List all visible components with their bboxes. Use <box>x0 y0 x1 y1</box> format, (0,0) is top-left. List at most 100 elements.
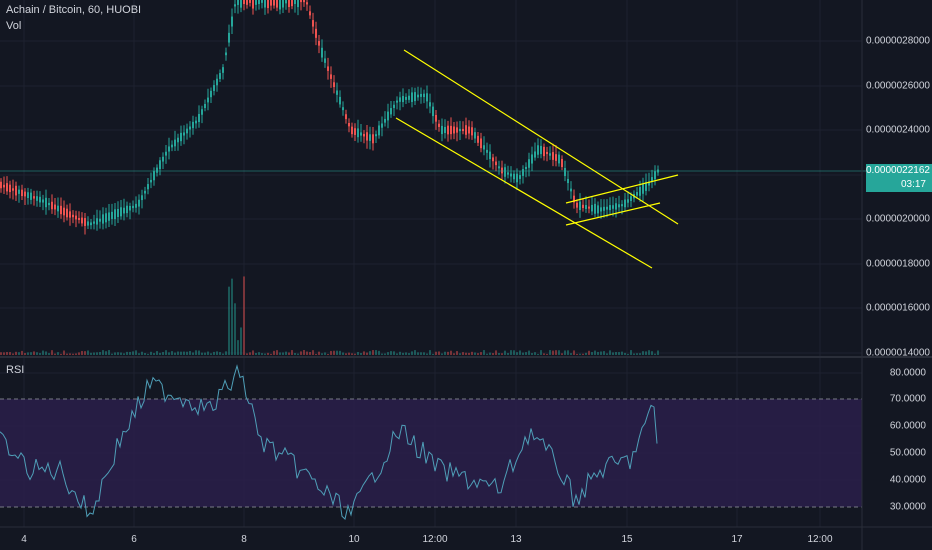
candle-body <box>21 189 23 197</box>
candle-body <box>528 159 530 168</box>
candle-body <box>129 205 131 211</box>
candle-body <box>597 205 599 214</box>
candle-body <box>264 0 266 8</box>
volume-bar <box>21 350 23 355</box>
volume-bar <box>573 350 575 355</box>
volume-bar <box>363 351 365 355</box>
candle-body <box>36 196 38 201</box>
flag-upper-line[interactable] <box>565 174 679 204</box>
rsi-tick: 80.0000 <box>889 367 926 379</box>
candle-body <box>609 205 611 211</box>
volume-legend[interactable]: Vol <box>6 20 22 32</box>
volume-bar <box>90 352 92 355</box>
volume-bar <box>414 350 416 355</box>
candle-body <box>468 126 470 134</box>
volume-bar <box>189 351 191 355</box>
candle-body <box>399 97 401 102</box>
candle-body <box>12 188 14 191</box>
channel-upper-line[interactable] <box>403 49 679 225</box>
volume-bar <box>306 351 308 355</box>
candle-body <box>561 158 563 168</box>
candle-body <box>9 184 11 193</box>
volume-bar <box>492 353 494 355</box>
candle-body <box>219 73 221 79</box>
candle-body <box>78 217 80 221</box>
volume-bar <box>51 350 53 355</box>
candle-body <box>462 128 464 132</box>
volume-bar <box>57 352 59 355</box>
volume-bar <box>597 351 599 355</box>
volume-bar <box>468 352 470 355</box>
volume-bar <box>216 351 218 355</box>
volume-bar <box>219 352 221 355</box>
candle-body <box>102 214 104 224</box>
volume-bar <box>558 350 560 355</box>
volume-bar <box>144 352 146 355</box>
candle-body <box>630 196 632 201</box>
volume-bar <box>186 351 188 355</box>
candle-body <box>372 134 374 144</box>
volume-bar <box>354 353 356 355</box>
volume-bar <box>480 352 482 355</box>
candle-body <box>450 125 452 135</box>
volume-bar <box>312 350 314 355</box>
candle-body <box>315 28 317 38</box>
candle-body <box>369 134 371 141</box>
candle-body <box>216 78 218 86</box>
volume-bar <box>642 351 644 355</box>
candle-body <box>378 125 380 136</box>
volume-bar <box>96 352 98 355</box>
volume-bar <box>447 351 449 355</box>
volume-bar <box>342 352 344 355</box>
price-tick: 0.0000016000 <box>866 302 930 314</box>
rsi-legend[interactable]: RSI <box>6 364 25 376</box>
time-tick: 6 <box>131 534 137 545</box>
price-tick: 0.0000014000 <box>866 347 930 359</box>
candle-body <box>24 191 26 197</box>
volume-bar <box>534 352 536 355</box>
volume-bar <box>432 353 434 355</box>
candle-body <box>6 183 8 192</box>
volume-bar <box>150 351 152 355</box>
candle-body <box>513 173 515 180</box>
volume-bar <box>102 350 104 355</box>
volume-bar <box>504 350 506 355</box>
candle-body <box>333 82 335 88</box>
volume-bar <box>249 352 251 355</box>
volume-bar <box>276 350 278 355</box>
flag-lower-line[interactable] <box>565 202 661 226</box>
volume-bar <box>54 353 56 355</box>
candle-body <box>504 167 506 177</box>
candle-body <box>276 0 278 8</box>
volume-bar <box>201 352 203 355</box>
candle-body <box>570 188 572 192</box>
channel-lower-line[interactable] <box>395 117 653 269</box>
volume-bar <box>108 350 110 355</box>
candle-body <box>420 93 422 97</box>
volume-bar <box>498 353 500 355</box>
candle-body <box>531 154 533 164</box>
candle-body <box>534 151 536 158</box>
volume-bar <box>357 351 359 355</box>
candle-body <box>291 0 293 7</box>
candle-body <box>600 207 602 212</box>
candle-body <box>42 199 44 203</box>
candle-body <box>546 151 548 155</box>
candle-body <box>495 161 497 166</box>
volume-bar <box>375 350 377 355</box>
candle-body <box>618 204 620 208</box>
candle-body <box>198 113 200 123</box>
candle-body <box>153 171 155 181</box>
time-tick: 12:00 <box>807 534 833 545</box>
volume-bar <box>507 352 509 355</box>
candle-body <box>45 197 47 208</box>
candle-body <box>474 132 476 139</box>
volume-bar <box>183 351 185 355</box>
symbol-legend[interactable]: Achain / Bitcoin, 60, HUOBI <box>6 4 142 16</box>
volume-bar <box>177 351 179 355</box>
candle-body <box>480 138 482 149</box>
volume-bar <box>294 353 296 355</box>
candle-body <box>318 41 320 46</box>
candle-body <box>51 201 53 210</box>
